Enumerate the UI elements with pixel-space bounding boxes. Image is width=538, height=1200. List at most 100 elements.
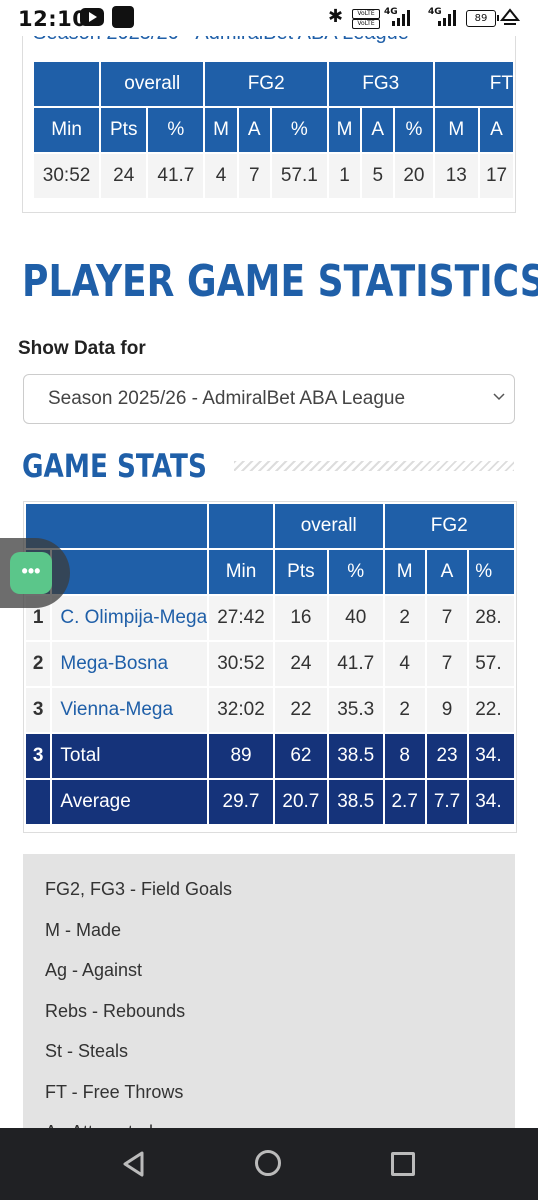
group-header-fg3: FG3 xyxy=(326,60,435,108)
legend-item: Ag - Against xyxy=(45,960,143,980)
player-season-stats-card: Season 2025/26 - AdmiralBet ABA League o… xyxy=(22,36,516,213)
col-fg2-m: M xyxy=(203,106,239,154)
cell: 24 xyxy=(272,640,329,688)
col-fg3-m: M xyxy=(326,106,363,154)
cell: 13 xyxy=(432,152,481,200)
app-notification-icon xyxy=(112,6,134,28)
col-pts: Pts xyxy=(272,548,329,596)
table-row: 1 C. Olimpija-Mega 27:42 16 40 2 7 28. xyxy=(24,594,516,642)
volte-badge-1: VoLTE xyxy=(352,9,380,19)
table-row: 3 Vienna-Mega 32:02 22 35.3 2 9 22. xyxy=(24,686,516,734)
total-label: Total xyxy=(50,732,210,780)
cell: 35.3 xyxy=(326,686,385,734)
col-team xyxy=(50,548,210,596)
cell: 89 xyxy=(207,732,275,780)
group-header-fg2: FG2 xyxy=(382,502,516,550)
cell: 2 xyxy=(382,594,427,642)
group-header-overall: overall xyxy=(99,60,206,108)
cell: 23 xyxy=(424,732,470,780)
home-icon[interactable] xyxy=(255,1150,281,1176)
header-blank xyxy=(207,502,275,550)
network-type-1: 4G xyxy=(384,7,398,17)
signal-icon-2 xyxy=(438,10,458,26)
network-type-2: 4G xyxy=(428,7,442,17)
cell: 4 xyxy=(382,640,427,688)
legend-item: FT - Free Throws xyxy=(45,1082,184,1102)
section-title: GAME STATS xyxy=(22,447,207,485)
col-min: Min xyxy=(31,106,102,154)
col-ft-a: A xyxy=(478,106,515,154)
team-link[interactable]: C. Olimpija-Mega xyxy=(50,594,210,642)
cell: 9 xyxy=(424,686,470,734)
game-stats-table: overall FG2 Min Pts % M A % 1 C. Olimpij… xyxy=(24,502,516,826)
cell: 41.7 xyxy=(146,152,206,200)
cell: 34. xyxy=(467,732,516,780)
total-count-cell: 3 xyxy=(24,732,53,780)
legend-item: Rebs - Rebounds xyxy=(45,1001,186,1021)
cell: 38.5 xyxy=(326,778,385,826)
blank-cell xyxy=(24,778,53,826)
team-link[interactable]: Mega-Bosna xyxy=(50,640,210,688)
cell: 57. xyxy=(467,640,516,688)
cell: 7 xyxy=(424,640,470,688)
cell: 7 xyxy=(424,594,470,642)
legend-item: FG2, FG3 - Field Goals xyxy=(45,879,233,899)
youtube-icon xyxy=(80,8,104,26)
cell: 62 xyxy=(272,732,329,780)
group-header-overall: overall xyxy=(272,502,385,550)
col-fg2-m: M xyxy=(382,548,427,596)
cell: 57.1 xyxy=(269,152,329,200)
col-pct: % xyxy=(146,106,206,154)
col-fg2-a: A xyxy=(424,548,470,596)
signal-icon-1 xyxy=(392,10,412,26)
legend-item: St - Steals xyxy=(45,1041,129,1061)
col-fg2-pct: % xyxy=(467,548,516,596)
page-title: PLAYER GAME STATISTICS xyxy=(22,256,538,307)
cell: 8 xyxy=(382,732,427,780)
cell: 28. xyxy=(467,594,516,642)
average-label: Average xyxy=(50,778,210,826)
cell: 30:52 xyxy=(31,152,102,200)
cell: 20.7 xyxy=(272,778,329,826)
col-fg2-a: A xyxy=(236,106,272,154)
show-data-label: Show Data for xyxy=(18,338,146,359)
cell: 1 xyxy=(326,152,363,200)
team-link[interactable]: Vienna-Mega xyxy=(50,686,210,734)
recents-icon[interactable] xyxy=(391,1152,415,1176)
col-fg3-pct: % xyxy=(393,106,435,154)
battery-icon: 89 xyxy=(466,10,499,27)
col-min: Min xyxy=(207,548,275,596)
cell: 32:02 xyxy=(207,686,275,734)
cell: 17 xyxy=(478,152,515,200)
cell: 5 xyxy=(360,152,396,200)
volte-badge-2: VoLTE xyxy=(352,19,380,29)
header-blank xyxy=(31,60,102,108)
col-ft-m: M xyxy=(432,106,481,154)
table-row: 30:52 24 41.7 4 7 57.1 1 5 20 13 17 xyxy=(31,152,515,200)
cell: 2 xyxy=(382,686,427,734)
cell: 2.7 xyxy=(382,778,427,826)
season-select[interactable]: Season 2025/26 - AdmiralBet ABA League xyxy=(23,374,515,424)
more-dots-icon: ••• xyxy=(10,552,52,594)
col-pct: % xyxy=(326,548,385,596)
cell: 7 xyxy=(236,152,272,200)
season-link[interactable]: Season 2025/26 - AdmiralBet ABA League xyxy=(33,36,409,45)
col-fg3-a: A xyxy=(360,106,396,154)
game-stats-table-container[interactable]: overall FG2 Min Pts % M A % 1 C. Olimpij… xyxy=(23,501,517,833)
cell: 29.7 xyxy=(207,778,275,826)
cell: 16 xyxy=(272,594,329,642)
cell: 20 xyxy=(393,152,435,200)
cell: 30:52 xyxy=(207,640,275,688)
cell: 4 xyxy=(203,152,239,200)
clock: 12:10 xyxy=(18,7,88,31)
back-icon[interactable] xyxy=(120,1150,148,1178)
table-row: 2 Mega-Bosna 30:52 24 41.7 4 7 57. xyxy=(24,640,516,688)
cell: 27:42 xyxy=(207,594,275,642)
section-divider xyxy=(234,461,514,471)
cell: 38.5 xyxy=(326,732,385,780)
cell: 22. xyxy=(467,686,516,734)
no-wifi-icon xyxy=(500,8,520,25)
cell: 22 xyxy=(272,686,329,734)
floating-menu-button[interactable]: ••• xyxy=(0,538,70,608)
season-stats-table: overall FG2 FG3 FT Min Pts % M A % M A %… xyxy=(31,60,515,200)
